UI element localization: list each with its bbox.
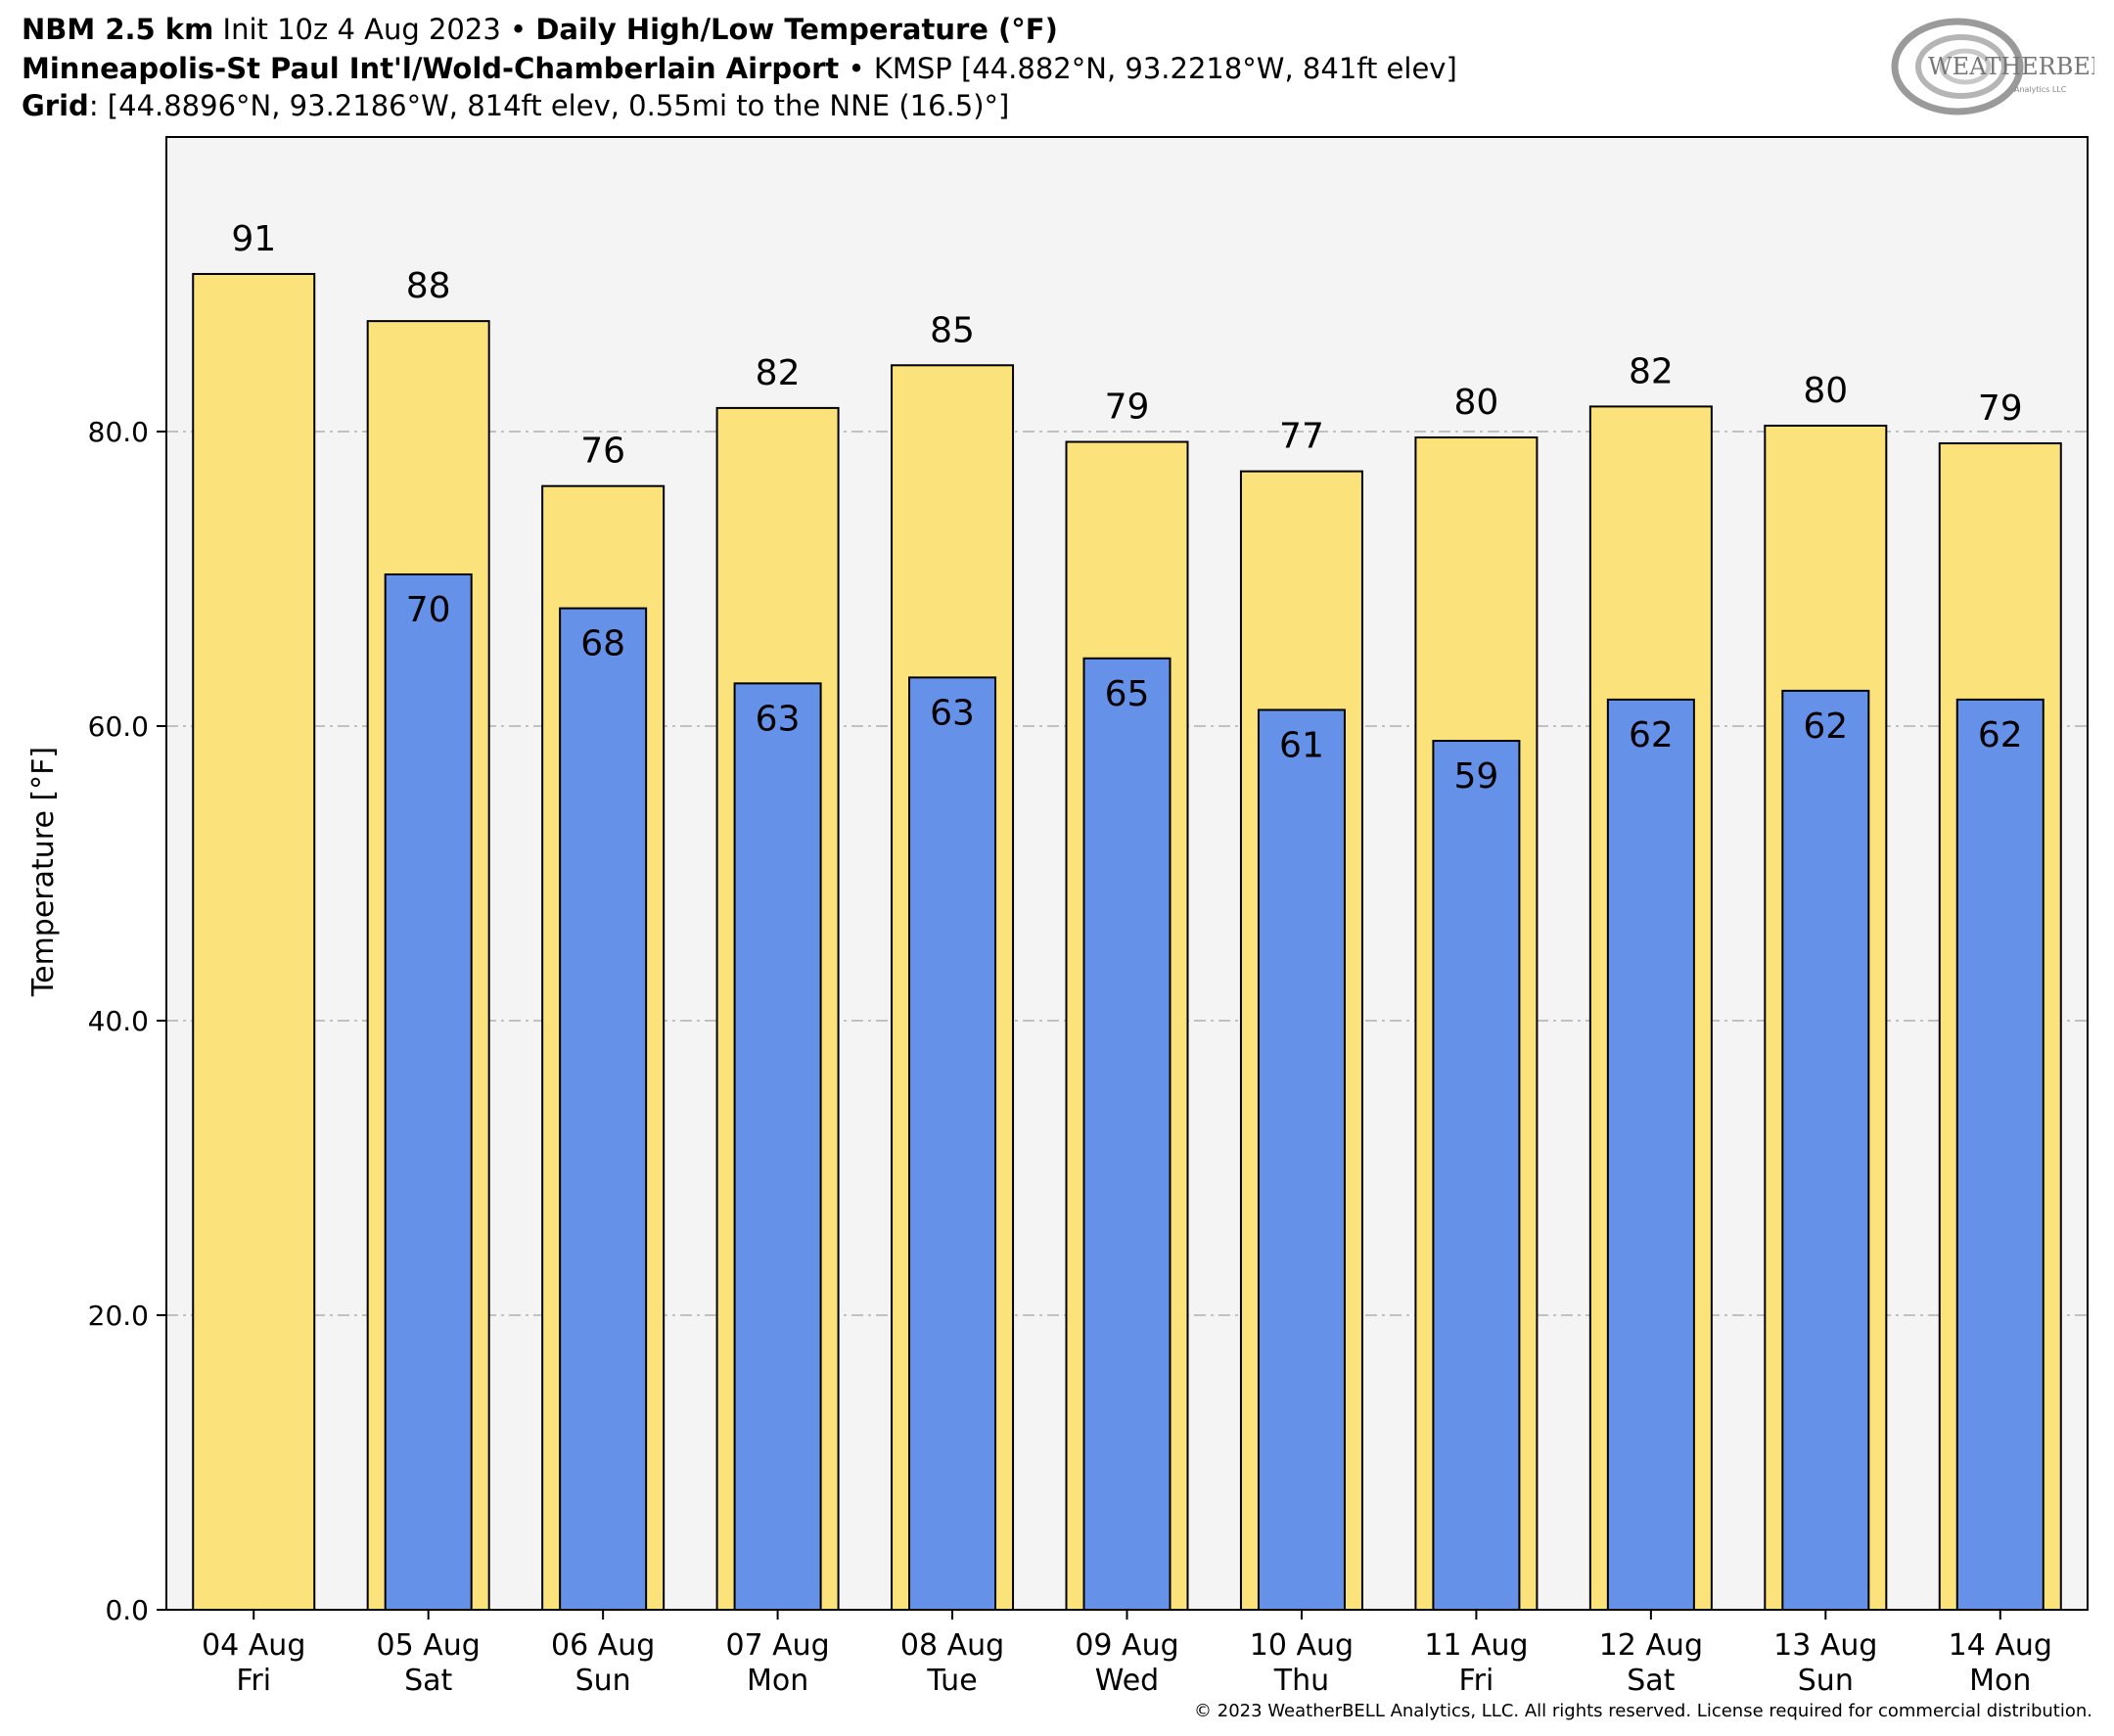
low-temp-label: 62 bbox=[1803, 707, 1848, 747]
high-temp-label: 82 bbox=[1629, 351, 1674, 391]
x-tick-label-date: 08 Aug bbox=[900, 1628, 1004, 1663]
copyright-notice: © 2023 WeatherBELL Analytics, LLC. All r… bbox=[1194, 1701, 2092, 1721]
x-tick-label-day: Sat bbox=[1627, 1664, 1675, 1698]
low-temp-label: 62 bbox=[1978, 715, 2023, 755]
init-time: Init 10z 4 Aug 2023 bbox=[222, 13, 501, 46]
y-tick-label: 20.0 bbox=[88, 1300, 149, 1332]
product-name: Daily High/Low Temperature (°F) bbox=[535, 13, 1058, 46]
low-temp-label: 59 bbox=[1454, 756, 1499, 797]
y-axis-label: Temperature [°F] bbox=[26, 747, 61, 997]
x-tick-label-day: Thu bbox=[1273, 1664, 1329, 1698]
high-temp-bar bbox=[192, 272, 316, 1612]
low-temp-label: 61 bbox=[1279, 725, 1324, 765]
x-tick-label-date: 09 Aug bbox=[1075, 1628, 1178, 1663]
low-temp-label: 63 bbox=[930, 693, 975, 733]
x-tick-label-day: Sun bbox=[1798, 1664, 1854, 1698]
high-temp-label: 79 bbox=[1978, 388, 2023, 429]
high-temp-label: 79 bbox=[1105, 388, 1150, 428]
low-temp-label: 68 bbox=[580, 624, 625, 664]
separator: • bbox=[848, 52, 865, 85]
weatherbell-logo: WEATHERBELL Analytics LLC bbox=[1891, 18, 2094, 115]
high-temp-label: 76 bbox=[580, 432, 625, 472]
chart-title-line-2: Minneapolis-St Paul Int'l/Wold-Chamberla… bbox=[22, 49, 1457, 88]
low-temp-bar bbox=[1432, 740, 1521, 1611]
separator: • bbox=[510, 13, 528, 46]
low-temp-bar bbox=[1257, 708, 1346, 1611]
low-temp-label: 62 bbox=[1629, 715, 1674, 755]
low-temp-bar bbox=[908, 676, 997, 1611]
x-tick-label-day: Mon bbox=[747, 1664, 808, 1698]
x-tick-label-date: 07 Aug bbox=[725, 1628, 829, 1663]
low-temp-bar bbox=[384, 572, 473, 1611]
x-tick-label-date: 06 Aug bbox=[551, 1628, 655, 1663]
plot-frame bbox=[165, 136, 2089, 1611]
x-tick-label-day: Fri bbox=[1459, 1664, 1494, 1698]
model-name: NBM 2.5 km bbox=[22, 13, 214, 46]
low-temp-bar bbox=[1082, 657, 1172, 1611]
y-axis: 0.0 20.0 40.0 60.0 80.0 bbox=[88, 416, 166, 1626]
x-tick-label-day: Fri bbox=[236, 1664, 271, 1698]
x-tick-label-date: 04 Aug bbox=[202, 1628, 305, 1663]
x-tick-label-date: 05 Aug bbox=[377, 1628, 481, 1663]
low-temp-label: 63 bbox=[756, 699, 801, 739]
low-temp-bar bbox=[1955, 698, 2045, 1611]
low-temp-label: 65 bbox=[1105, 674, 1150, 714]
chart-title-line-1: NBM 2.5 km Init 10z 4 Aug 2023 • Daily H… bbox=[22, 10, 1058, 49]
x-tick-label-day: Sat bbox=[404, 1664, 452, 1698]
chart-title-line-3: Grid: [44.8896°N, 93.2186°W, 814ft elev,… bbox=[22, 86, 1009, 125]
low-temp-bar bbox=[733, 682, 822, 1611]
grid-label: Grid bbox=[22, 89, 89, 122]
low-temp-bar bbox=[559, 607, 648, 1611]
high-temp-label: 80 bbox=[1454, 383, 1499, 423]
high-temp-label: 85 bbox=[930, 310, 975, 350]
y-tick-label: 60.0 bbox=[88, 710, 149, 743]
x-tick-label-day: Wed bbox=[1095, 1664, 1159, 1698]
low-temp-label: 70 bbox=[406, 590, 451, 630]
bars: 91 88 70 76 68 82 63 85 63 79 65 77 61 80 59 82 62 80 62 79… bbox=[192, 219, 2062, 1612]
y-tick-label: 0.0 bbox=[105, 1594, 149, 1626]
x-tick-label-day: Sun bbox=[575, 1664, 631, 1698]
grid-details: : [44.8896°N, 93.2186°W, 814ft elev, 0.5… bbox=[88, 89, 1010, 122]
x-tick-label-date: 14 Aug bbox=[1949, 1628, 2052, 1663]
x-tick-label-date: 13 Aug bbox=[1773, 1628, 1877, 1663]
low-temp-bar bbox=[1606, 698, 1695, 1611]
x-tick-label-day: Mon bbox=[1969, 1664, 2031, 1698]
y-tick-label: 40.0 bbox=[88, 1005, 149, 1037]
x-tick-label-date: 10 Aug bbox=[1250, 1628, 1354, 1663]
x-tick-label-day: Tue bbox=[926, 1664, 977, 1698]
station-details: KMSP [44.882°N, 93.2218°W, 841ft elev] bbox=[873, 52, 1457, 85]
high-temp-label: 88 bbox=[406, 266, 451, 306]
high-temp-label: 77 bbox=[1279, 417, 1324, 457]
logo-text: WEATHERBELL bbox=[1928, 53, 2094, 80]
high-temp-label: 82 bbox=[756, 353, 801, 393]
x-tick-label-date: 11 Aug bbox=[1424, 1628, 1528, 1663]
high-temp-label: 80 bbox=[1803, 371, 1848, 411]
logo-subtext: Analytics LLC bbox=[2014, 85, 2067, 94]
y-tick-label: 80.0 bbox=[88, 416, 149, 448]
x-tick-label-date: 12 Aug bbox=[1599, 1628, 1703, 1663]
high-temp-label: 91 bbox=[231, 219, 276, 259]
station-name: Minneapolis-St Paul Int'l/Wold-Chamberla… bbox=[22, 52, 840, 85]
low-temp-bar bbox=[1781, 689, 1870, 1611]
